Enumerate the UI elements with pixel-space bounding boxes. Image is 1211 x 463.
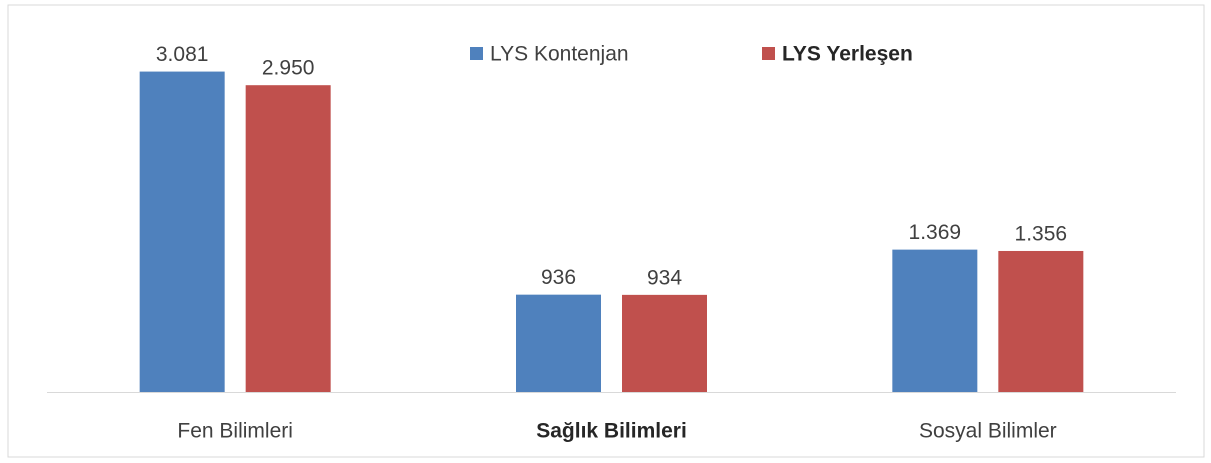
value-label: 936 [541,266,576,289]
bar [622,294,707,392]
legend-label: LYS Yerleşen [782,43,913,66]
x-tick-label: Fen Bilimleri [177,420,293,443]
value-label: 1.356 [1015,223,1068,246]
value-label: 3.081 [156,43,209,66]
chart-frame [7,4,1205,458]
legend-swatch [762,47,775,60]
bar [516,294,601,392]
value-label: 1.369 [909,221,962,244]
legend-swatch [470,47,483,60]
value-label: 2.950 [262,57,315,80]
x-tick-label: Sağlık Bilimleri [536,420,687,443]
bar [998,250,1084,392]
x-tick-label: Sosyal Bilimler [919,420,1057,443]
value-label: 934 [647,266,682,289]
bar [892,249,978,392]
bar [139,71,225,393]
bar [245,85,331,392]
legend-label: LYS Kontenjan [490,43,629,66]
